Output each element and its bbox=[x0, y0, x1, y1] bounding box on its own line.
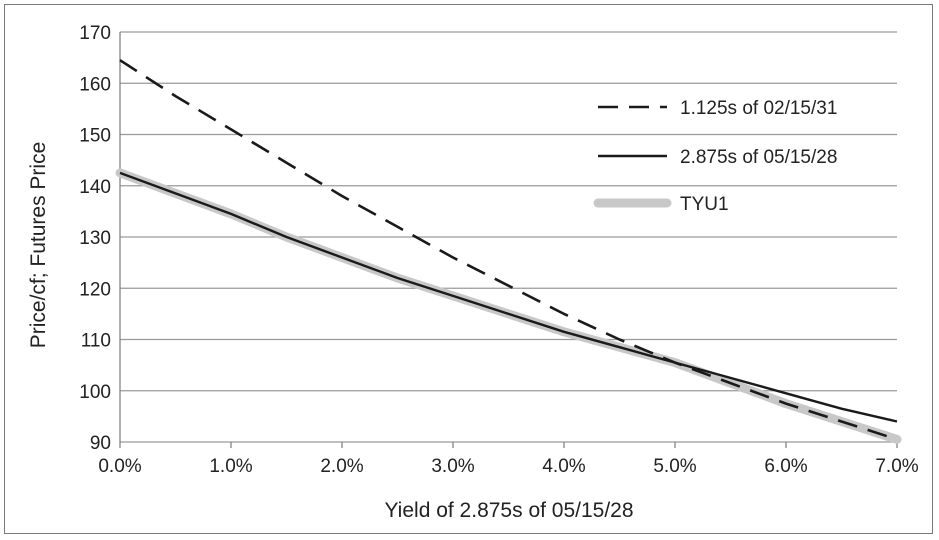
legend-label-1: 2.875s of 05/15/28 bbox=[680, 147, 837, 168]
series-line-1 bbox=[119, 171, 898, 423]
y-axis-ticks: 90 100 110 120 130 140 150 160 170 bbox=[79, 23, 111, 454]
series-line-0 bbox=[119, 59, 898, 441]
series-line-2 bbox=[115, 168, 902, 444]
y-tick-label: 100 bbox=[79, 382, 111, 403]
y-tick-label: 110 bbox=[81, 331, 111, 352]
legend-label-0: 1.125s of 02/15/31 bbox=[680, 98, 837, 119]
x-tick-label: 1.0% bbox=[209, 456, 252, 477]
x-tick-label: 7.0% bbox=[875, 456, 918, 477]
x-axis-ticks: 0.0% 1.0% 2.0% 3.0% 4.0% 5.0% 6.0% 7.0% bbox=[98, 442, 919, 477]
y-tick-label: 90 bbox=[90, 433, 111, 454]
legend-label-2: TYU1 bbox=[680, 194, 729, 215]
y-tick-label: 170 bbox=[79, 23, 111, 44]
x-tick-label: 3.0% bbox=[431, 456, 474, 477]
series-lines bbox=[115, 59, 902, 444]
y-tick-label: 120 bbox=[79, 279, 111, 300]
legend: 1.125s of 02/15/31 2.875s of 05/15/28 TYU1 bbox=[593, 98, 837, 215]
y-tick-label: 160 bbox=[79, 74, 111, 95]
x-tick-label: 6.0% bbox=[764, 456, 807, 477]
x-tick-label: 2.0% bbox=[320, 456, 363, 477]
x-tick-label: 5.0% bbox=[653, 456, 696, 477]
grid-lines bbox=[119, 31, 897, 443]
y-axis-label: Price/cf; Futures Price bbox=[27, 142, 50, 349]
chart-frame: 90 100 110 120 130 140 150 160 170 0.0% 1.0% 2.0% 3… bbox=[4, 4, 933, 534]
y-tick-label: 150 bbox=[79, 126, 111, 147]
x-tick-label: 0.0% bbox=[98, 456, 141, 477]
x-tick-label: 4.0% bbox=[542, 456, 585, 477]
line-chart: 90 100 110 120 130 140 150 160 170 0.0% 1.0% 2.0% 3… bbox=[27, 23, 919, 522]
x-axis-label: Yield of 2.875s of 05/15/28 bbox=[384, 499, 633, 522]
y-tick-label: 140 bbox=[79, 177, 111, 198]
y-tick-label: 130 bbox=[79, 228, 111, 249]
